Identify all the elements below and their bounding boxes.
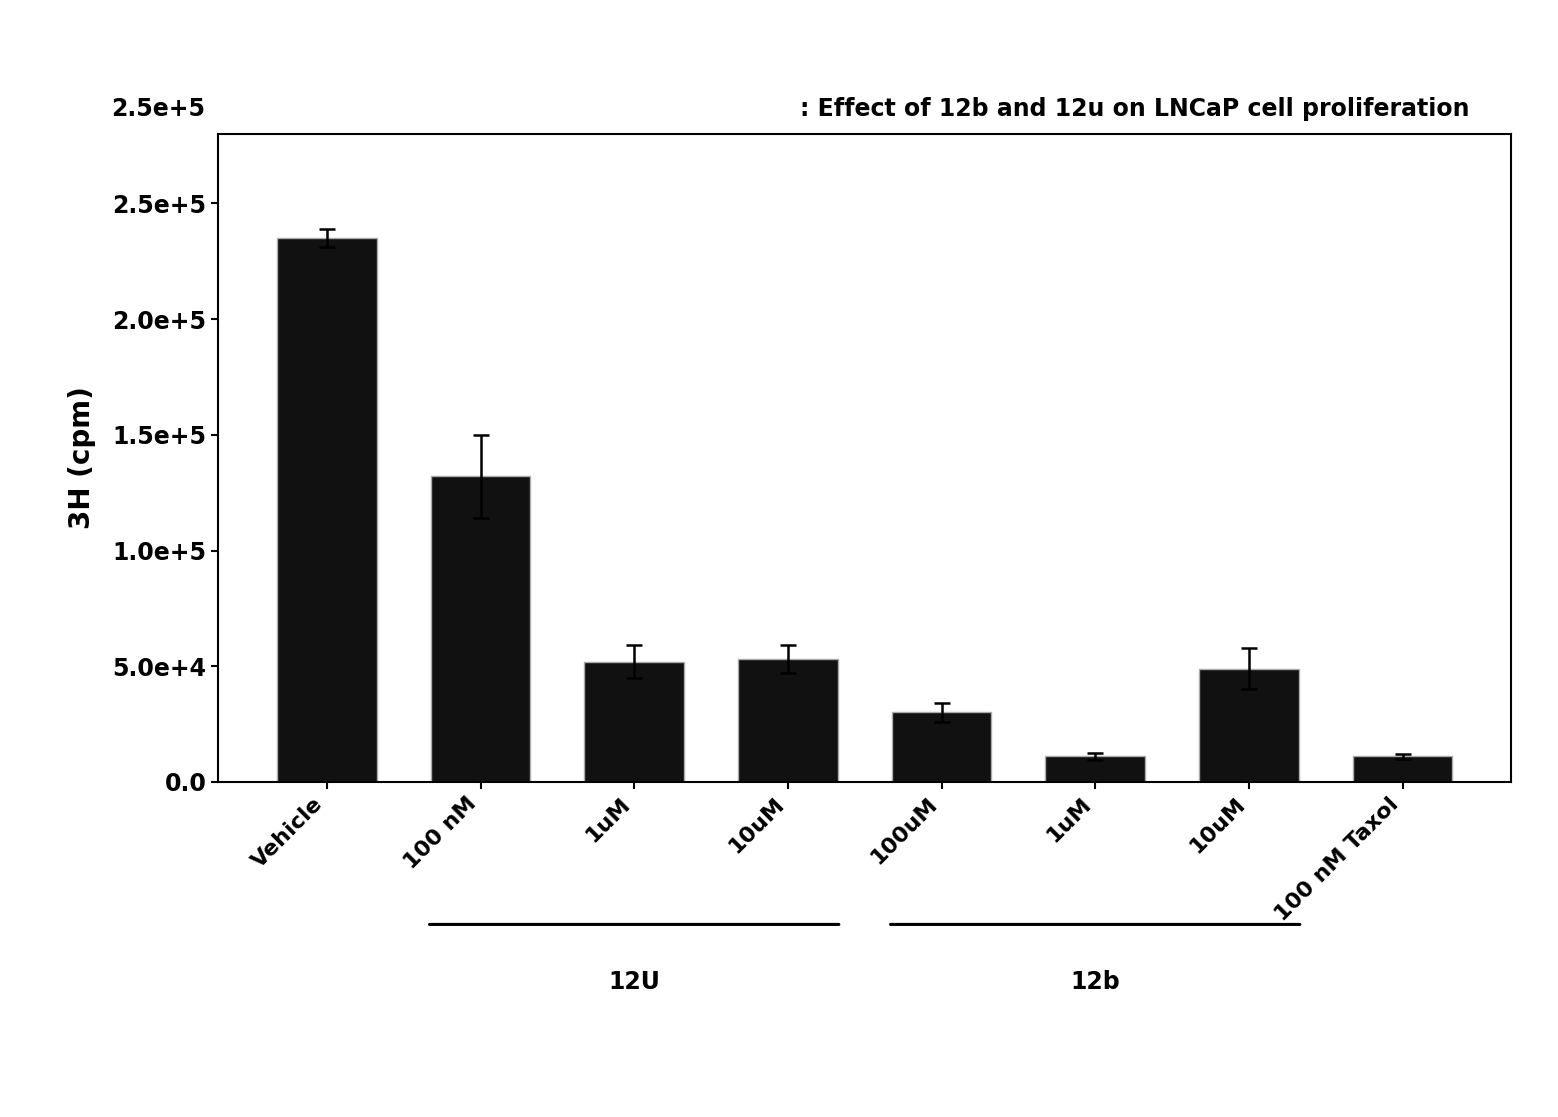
Bar: [1200, 668, 1299, 782]
Text: 12b: 12b: [1070, 970, 1120, 994]
Text: 2.5e+5: 2.5e+5: [111, 97, 206, 121]
Text: : Effect of 12b and 12u on LNCaP cell proliferation: : Effect of 12b and 12u on LNCaP cell pr…: [801, 97, 1469, 121]
Bar: [1045, 756, 1145, 782]
Bar: [1352, 756, 1452, 782]
Bar: [891, 713, 991, 782]
Bar: [584, 661, 684, 782]
Bar: [430, 477, 530, 782]
Text: 12U: 12U: [608, 970, 661, 994]
Y-axis label: 3H (cpm): 3H (cpm): [67, 386, 95, 529]
Bar: [277, 238, 377, 782]
Bar: [738, 659, 838, 782]
